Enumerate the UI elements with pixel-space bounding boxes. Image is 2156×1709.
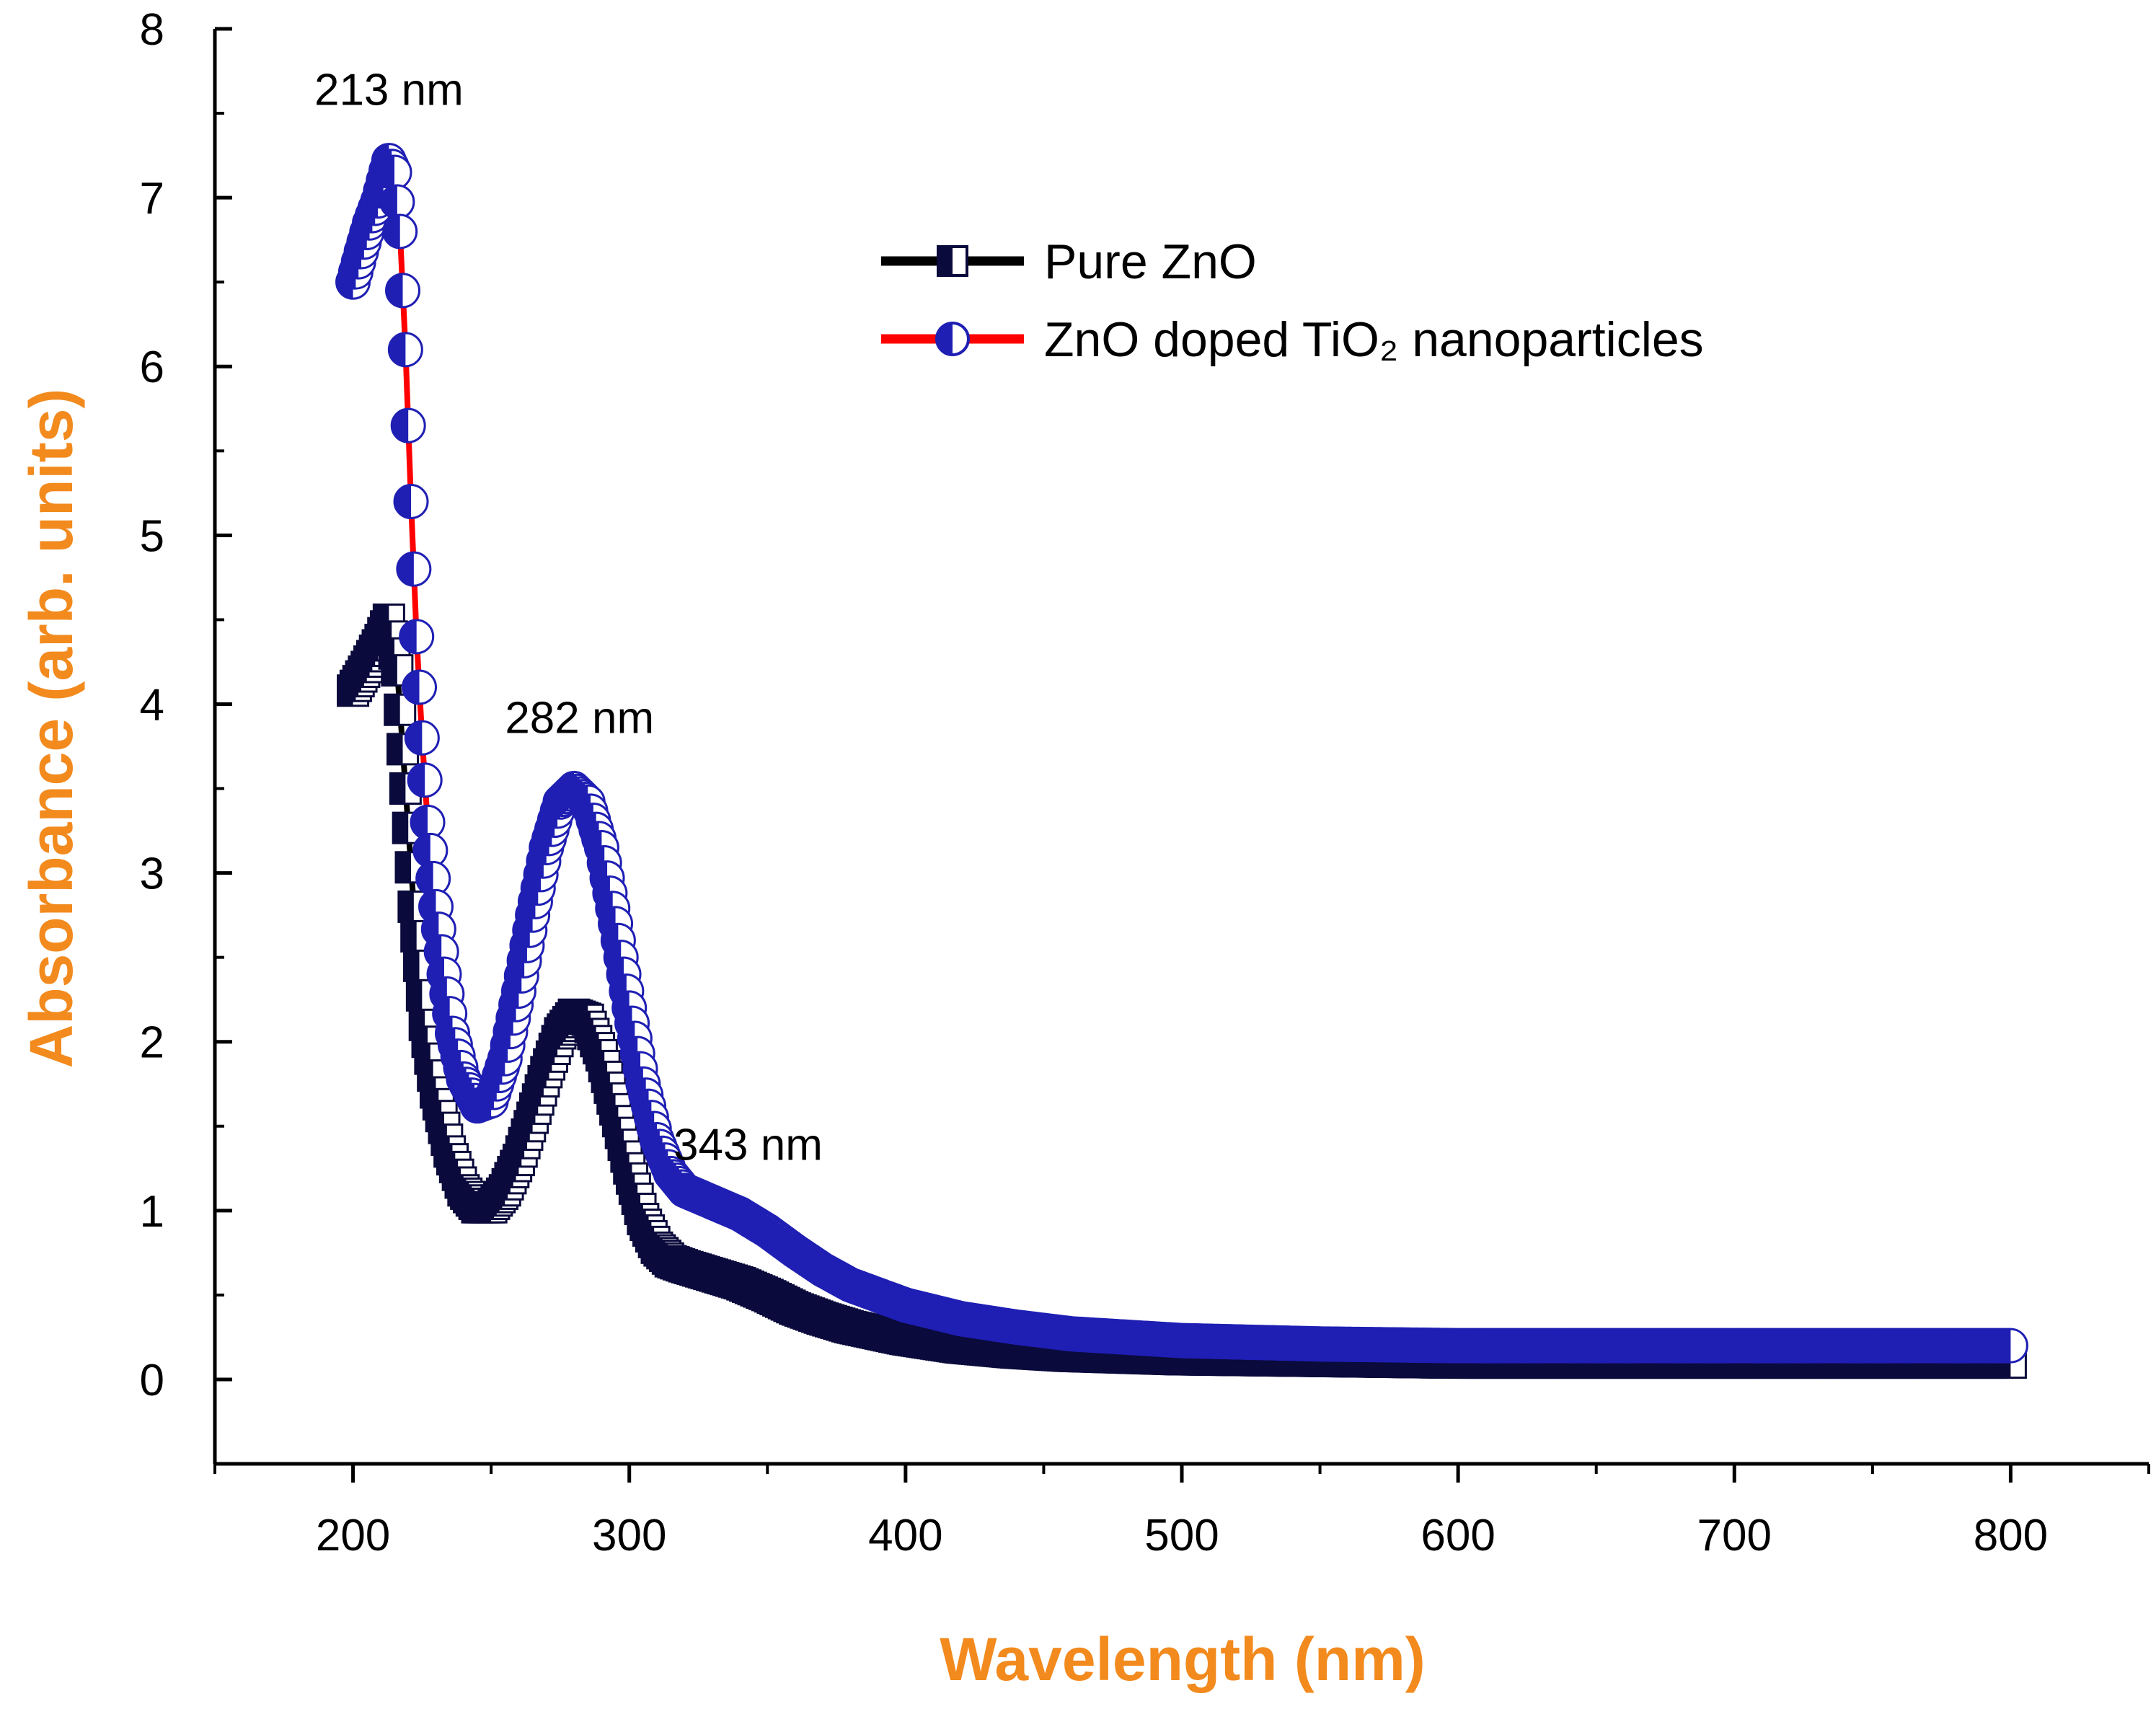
data-point (404, 720, 440, 756)
x-tick-label: 400 (868, 1511, 942, 1560)
peak-annotation: 213 nm (314, 65, 464, 115)
legend-marker-pure-zno-fill (938, 247, 953, 275)
y-tick-label: 5 (140, 511, 164, 561)
legend-label-zno-doped-tio2: ZnO doped TiO₂ nanoparticles (1044, 312, 1704, 367)
legend-label-pure-zno: Pure ZnO (1044, 234, 1257, 289)
y-axis-title: Absorbance (arb. units) (17, 389, 85, 1069)
x-tick-label: 800 (1974, 1511, 2048, 1560)
data-point (399, 619, 435, 655)
y-tick-label: 8 (140, 5, 164, 55)
marker-fill (393, 813, 409, 844)
y-tick-label: 6 (140, 343, 164, 392)
y-tick-label: 3 (140, 849, 164, 899)
x-tick-label: 700 (1697, 1511, 1772, 1560)
plot-area (335, 143, 2028, 1379)
marker-fill (389, 332, 406, 366)
y-ticks: 0 1 2 3 4 5 6 7 8 (140, 5, 232, 1465)
marker-fill (397, 552, 414, 586)
legend-item-zno-doped-tio2: ZnO doped TiO₂ nanoparticles (881, 312, 1704, 367)
data-point (384, 693, 417, 726)
legend: Pure ZnO ZnO doped TiO₂ nanoparticles (881, 234, 1704, 367)
marker-fill (386, 273, 403, 307)
marker-fill (398, 891, 414, 922)
y-tick-label: 1 (140, 1187, 164, 1237)
data-point (390, 407, 426, 443)
y-tick-label: 7 (140, 174, 164, 224)
legend-item-pure-zno: Pure ZnO (881, 234, 1257, 289)
marker-fill (387, 733, 403, 764)
marker-fill (384, 694, 400, 725)
legend-marker-zno-doped-tio2-fill (937, 323, 953, 355)
x-tick-label: 200 (316, 1511, 390, 1560)
marker-fill (394, 485, 412, 518)
marker-fill (392, 409, 409, 443)
x-tick-label: 600 (1421, 1511, 1495, 1560)
data-point (376, 154, 412, 190)
data-point (382, 213, 418, 249)
data-point (387, 332, 423, 368)
x-tick-label: 300 (592, 1511, 666, 1560)
marker-fill (381, 655, 397, 686)
marker-fill (407, 980, 423, 1011)
x-axis-title: Wavelength (nm) (940, 1625, 1426, 1693)
marker-fill (404, 950, 420, 981)
peak-annotation: 282 nm (505, 693, 654, 743)
x-tick-label: 500 (1144, 1511, 1219, 1560)
y-tick-label: 2 (140, 1018, 164, 1068)
peak-annotation: 343 nm (673, 1121, 823, 1170)
y-tick-label: 0 (140, 1356, 164, 1405)
data-point (402, 669, 438, 705)
data-point (407, 762, 443, 798)
marker-fill (396, 852, 412, 883)
data-point (393, 484, 429, 520)
y-tick-label: 4 (140, 680, 164, 730)
data-point (396, 551, 432, 587)
x-ticks: 200 300 400 500 600 700 800 (213, 1464, 2150, 1560)
data-point (385, 273, 421, 309)
marker-fill (390, 773, 406, 804)
data-point (1992, 1328, 2028, 1364)
data-point (379, 184, 415, 220)
marker-fill (401, 921, 417, 952)
